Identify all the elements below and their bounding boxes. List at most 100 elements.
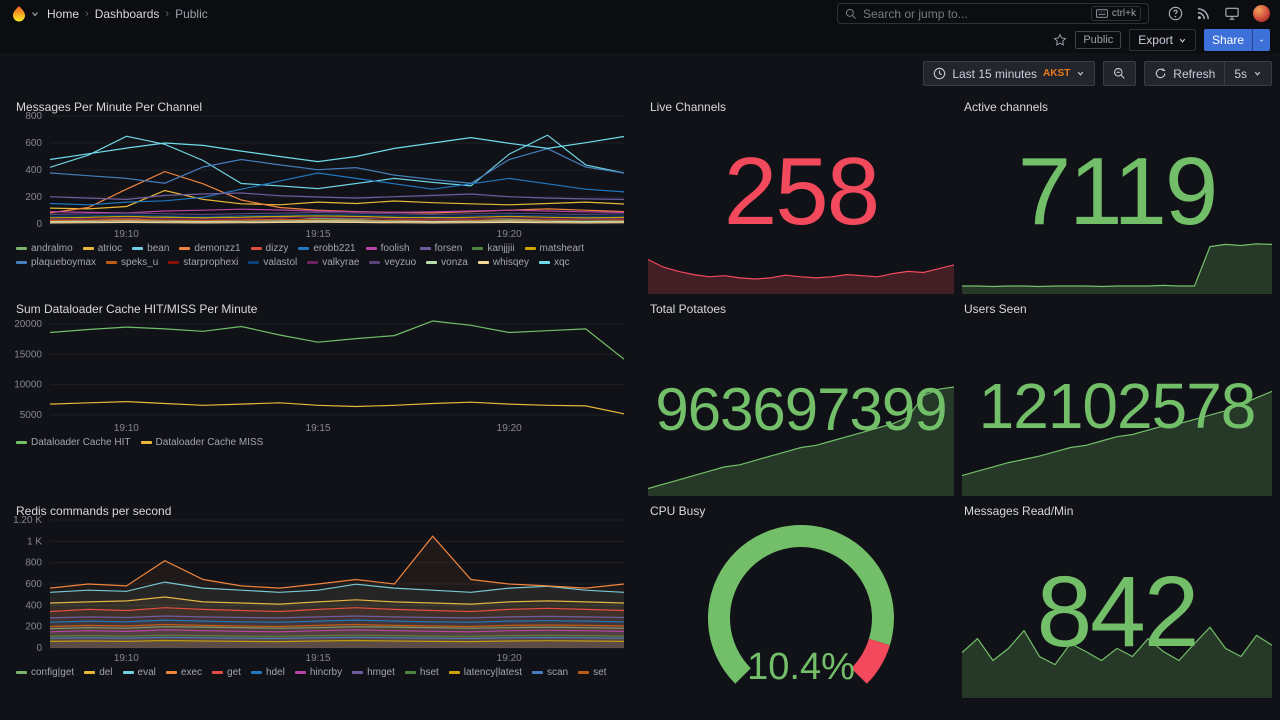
legend-item[interactable]: hdel (250, 667, 285, 678)
series-line[interactable] (49, 619, 625, 623)
export-button[interactable]: Export (1129, 29, 1196, 51)
series-line[interactable] (49, 170, 625, 214)
panel-title: Active channels (964, 100, 1049, 114)
legend-item[interactable]: matsheart (524, 243, 584, 254)
keyboard-icon (1095, 9, 1108, 18)
legend-item[interactable]: exec (165, 667, 203, 678)
legend-item[interactable]: demonzz1 (179, 243, 241, 254)
legend-item[interactable]: latency|latest (448, 667, 522, 678)
series-line[interactable] (49, 215, 625, 219)
y-axis-tick-label: 10000 (14, 380, 42, 391)
series-line[interactable] (49, 535, 625, 589)
legend-item[interactable]: plaqueboymax (16, 257, 96, 268)
legend-item[interactable]: dizzy (250, 243, 288, 254)
breadcrumb-dashboards[interactable]: Dashboards (94, 6, 160, 21)
series-line[interactable] (49, 218, 625, 222)
legend-item[interactable]: starprophexi (168, 257, 238, 268)
series-area (50, 629, 624, 648)
series-line[interactable] (49, 636, 625, 640)
timeseries-chart[interactable]: 5000 10000 15000 20000 19:10 19:15 19:20 (8, 310, 630, 434)
org-switcher-chevron-icon[interactable] (30, 9, 40, 19)
legend-item[interactable]: valkyrae (307, 257, 359, 268)
legend-item[interactable]: xqc (539, 257, 570, 268)
gauge-chart[interactable] (648, 518, 954, 708)
series-line[interactable] (49, 213, 625, 218)
series-line[interactable] (49, 596, 625, 605)
legend-item[interactable]: hincrby (294, 667, 342, 678)
legend-item[interactable]: del (84, 667, 113, 678)
legend-item[interactable]: vonza (426, 257, 468, 268)
series-line[interactable] (49, 615, 625, 619)
legend-item[interactable]: forsen (419, 243, 462, 254)
legend-label: exec (180, 667, 203, 678)
series-line[interactable] (49, 148, 625, 184)
legend-item[interactable]: Dataloader Cache MISS (140, 437, 263, 448)
news-rss-icon[interactable] (1196, 6, 1211, 21)
series-line[interactable] (49, 189, 625, 210)
legend-item[interactable]: valastol (248, 257, 297, 268)
y-axis-tick-label: 20000 (14, 319, 42, 330)
legend-item[interactable]: speks_u (106, 257, 158, 268)
legend-item[interactable]: andralmo (16, 243, 73, 254)
refresh-interval-dropdown[interactable]: 5s (1224, 61, 1272, 86)
panel-title: Redis commands per second (16, 504, 172, 518)
legend-item[interactable]: scan (531, 667, 568, 678)
legend-label: demonzz1 (194, 243, 241, 254)
series-line[interactable] (49, 623, 625, 628)
monitor-icon[interactable] (1224, 6, 1240, 21)
legend-item[interactable]: hmget (352, 667, 395, 678)
legend-label: plaqueboymax (31, 257, 97, 268)
series-line[interactable] (49, 134, 625, 190)
series-line[interactable] (49, 216, 625, 220)
refresh-button[interactable]: Refresh (1144, 61, 1226, 86)
timeseries-chart[interactable]: 0 200 400 600 800 19:10 19:15 19:20 (8, 108, 630, 240)
breadcrumb-public[interactable]: Public (175, 6, 208, 21)
search-input[interactable]: Search or jump to... ctrl+k (837, 3, 1149, 24)
legend-item[interactable]: set (578, 667, 606, 678)
legend-item[interactable]: get (212, 667, 241, 678)
legend-color-dash (477, 261, 489, 264)
favorite-star-button[interactable] (1053, 33, 1067, 47)
y-axis-tick-label: 1.20 K (13, 515, 42, 526)
series-line[interactable] (49, 626, 625, 630)
series-line[interactable] (49, 211, 625, 216)
series-line[interactable] (49, 629, 625, 633)
series-line[interactable] (49, 208, 625, 214)
series-line[interactable] (49, 320, 625, 360)
legend-item[interactable]: bean (132, 243, 169, 254)
legend-item[interactable]: kanjjjii (472, 243, 515, 254)
series-line[interactable] (49, 220, 625, 223)
legend-label: latency|latest (463, 667, 522, 678)
series-line[interactable] (49, 400, 625, 415)
time-range-picker[interactable]: Last 15 minutes AKST (923, 61, 1096, 86)
legend-item[interactable]: veyzuo (369, 257, 416, 268)
legend-item[interactable]: erobb221 (298, 243, 356, 254)
series-line[interactable] (49, 192, 625, 201)
legend-item[interactable]: config|get (16, 667, 74, 678)
share-button[interactable]: Share (1203, 29, 1252, 51)
help-icon[interactable] (1168, 6, 1183, 21)
share-dropdown-button[interactable] (1252, 29, 1270, 51)
zoom-out-button[interactable] (1103, 61, 1137, 86)
series-line[interactable] (49, 581, 625, 593)
legend-color-dash (122, 671, 134, 674)
legend-item[interactable]: atrioc (82, 243, 122, 254)
series-line[interactable] (49, 634, 625, 637)
legend-label: hmget (367, 667, 395, 678)
legend-item[interactable]: hset (404, 667, 439, 678)
series-line[interactable] (49, 607, 625, 613)
legend-item[interactable]: eval (122, 667, 156, 678)
breadcrumb-home[interactable]: Home (47, 6, 80, 21)
series-line[interactable] (49, 221, 625, 224)
series-line[interactable] (49, 639, 625, 643)
legend-item[interactable]: foolish (365, 243, 410, 254)
legend-item[interactable]: Dataloader Cache HIT (16, 437, 131, 448)
public-tag[interactable]: Public (1075, 31, 1122, 49)
series-line[interactable] (49, 135, 625, 163)
legend-color-dash (82, 247, 94, 250)
timeseries-chart[interactable]: 0 200 400 600 800 1 K 1.20 K 19:10 19:15 19:20 (8, 512, 630, 664)
grafana-logo-icon[interactable] (10, 5, 28, 23)
series-line[interactable] (49, 172, 625, 206)
user-avatar[interactable] (1253, 5, 1270, 22)
legend-item[interactable]: whisqey (477, 257, 529, 268)
